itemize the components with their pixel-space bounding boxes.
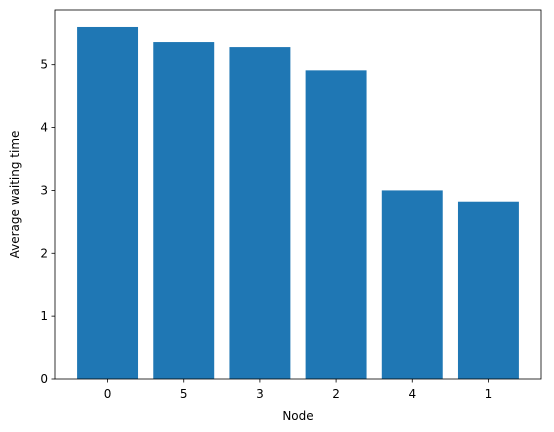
y-tick-label: 2 [40,246,48,260]
y-tick-label: 4 [40,121,48,135]
y-tick-label: 1 [40,309,48,323]
x-tick-label: 5 [180,387,188,401]
plot-frame [54,9,542,380]
bar-node-1 [457,201,519,379]
x-axis-label: Node [282,409,313,423]
y-tick-label: 5 [40,58,48,72]
y-tick-label: 3 [40,183,48,197]
x-tick-label: 2 [332,387,340,401]
bar-node-5 [153,42,215,379]
bar-node-3 [229,47,291,379]
x-tick-label: 3 [256,387,264,401]
x-tick-label: 0 [104,387,112,401]
x-tick-label: 1 [485,387,493,401]
y-axis-label: Average waiting time [8,131,22,259]
x-tick-label: 4 [408,387,416,401]
bar-node-4 [381,190,443,379]
bar-node-2 [305,70,367,379]
y-axis-ticks: 0 1 2 3 4 5 [40,58,55,386]
bars-group [77,26,519,379]
bar-node-0 [77,26,139,379]
y-tick-label: 0 [40,372,48,386]
x-axis-ticks: 0 5 3 2 4 1 [104,379,493,401]
